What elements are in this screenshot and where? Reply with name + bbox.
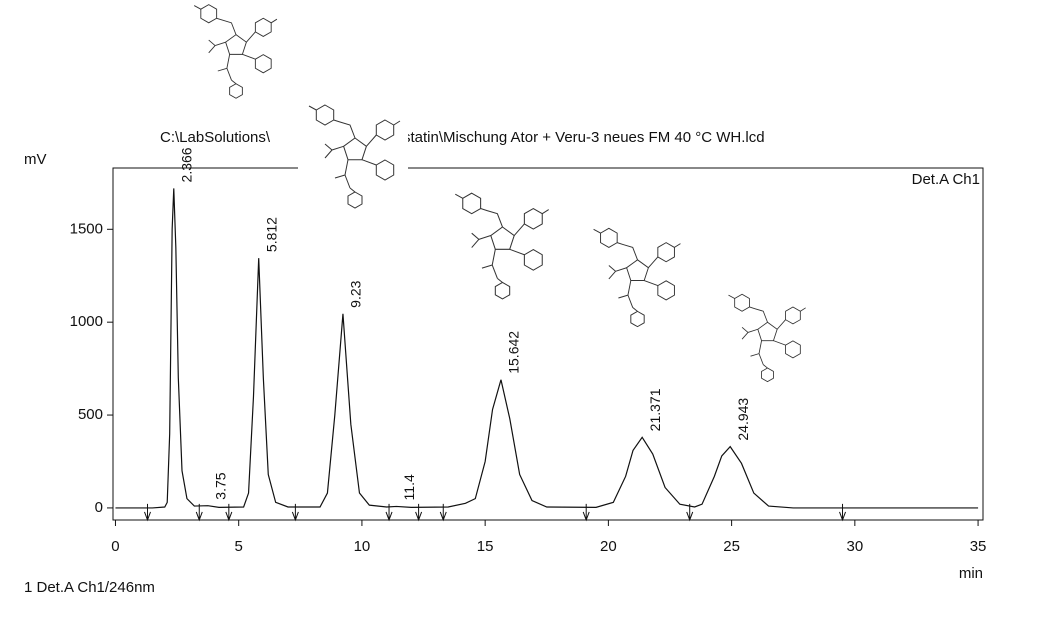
peak-label: 9.23	[348, 280, 364, 307]
channel-label: Det.A Ch1	[912, 171, 980, 188]
structure	[193, 4, 278, 99]
chart-title: statin\Mischung Ator + Veru-3 neues FM 4…	[403, 129, 765, 146]
x-tick-label: 10	[354, 538, 371, 555]
x-axis-label: min	[959, 565, 983, 582]
plot-area: 0 5 10 15 20 25 30 35 0 500 1000 1500 2.366 3.75 5.812…	[70, 147, 987, 555]
x-tick-label: 25	[723, 538, 740, 555]
x-tick-label: 20	[600, 538, 617, 555]
y-axis-label: mV	[24, 151, 47, 168]
integration-mark	[415, 503, 423, 522]
integration-mark	[582, 503, 590, 522]
structure	[454, 192, 550, 300]
peak-label: 21.371	[647, 388, 663, 431]
structures	[193, 4, 807, 383]
x-tick-label: 35	[970, 538, 987, 555]
peak-label: 2.366	[178, 147, 194, 182]
structure	[593, 227, 682, 328]
peak-label: 15.642	[506, 331, 522, 374]
y-tick-label: 0	[95, 499, 103, 516]
y-tick-label: 1500	[70, 220, 103, 237]
x-tick-label: 30	[846, 538, 863, 555]
y-tick-label: 1000	[70, 313, 103, 330]
integration-mark	[225, 503, 233, 522]
integration-mark	[839, 503, 846, 522]
x-tick-label: 5	[235, 538, 243, 555]
peak-label: 5.812	[263, 217, 279, 252]
integration-mark	[195, 503, 203, 522]
peak-label: 11.4	[401, 474, 417, 500]
integration-mark	[291, 503, 299, 522]
peak-label: 24.943	[735, 398, 751, 441]
plot-frame	[112, 167, 984, 521]
chart-title: C:\LabSolutions\	[160, 129, 271, 146]
trace	[115, 188, 979, 509]
structure-bg	[298, 86, 408, 226]
x-tick-label: 0	[111, 538, 119, 555]
x-tick-label: 15	[477, 538, 494, 555]
structure	[727, 293, 807, 383]
peak-label: 3.75	[213, 472, 229, 499]
integration-mark	[439, 503, 447, 522]
y-tick-label: 500	[78, 406, 103, 423]
integration-mark	[144, 503, 151, 522]
footer: 1 Det.A Ch1/246nm	[24, 579, 155, 596]
